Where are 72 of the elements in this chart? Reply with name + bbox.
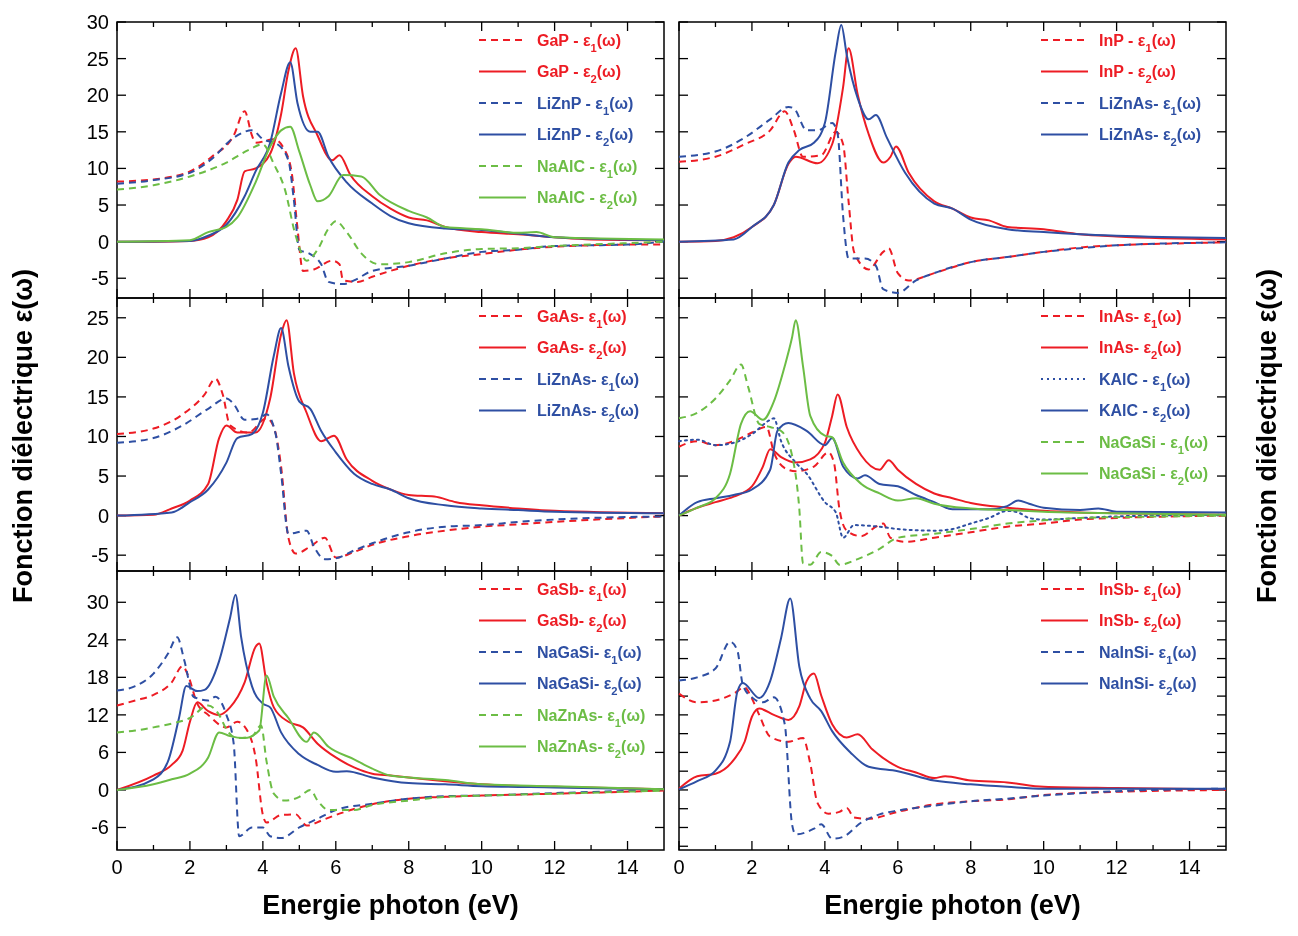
- y-tick-label: 6: [97, 741, 109, 764]
- y-tick-label: 30: [86, 11, 109, 33]
- legend-label: GaSb- ε$_{2}$(ω): [537, 612, 627, 635]
- x-tick-label: 10: [1032, 856, 1055, 878]
- x-tick-label: 12: [1105, 856, 1128, 878]
- legend-label: KAlC - ε$_{1}$(ω): [1099, 370, 1191, 393]
- x-tick-label: 2: [746, 856, 758, 878]
- legend-label: NaInSi- ε$_{1}$(ω): [1099, 643, 1197, 666]
- y-tick-label: 5: [97, 194, 109, 217]
- y-tick-label: 10: [86, 157, 109, 180]
- x-axis-title: Energie photon (eV): [262, 890, 519, 920]
- y-tick-label: -6: [91, 816, 109, 839]
- legend-label: NaAlC - ε$_{2}$(ω): [537, 189, 638, 212]
- x-axis-title: Energie photon (eV): [824, 890, 1081, 920]
- legend-label: InSb- ε$_{2}$(ω): [1099, 612, 1182, 635]
- y-tick-label: 25: [86, 47, 109, 70]
- y-tick-label: -5: [91, 267, 109, 290]
- x-tick-label: 4: [819, 856, 831, 878]
- x-tick-label: 0: [111, 856, 123, 878]
- legend-label: NaGaSi - ε$_{1}$(ω): [1099, 433, 1209, 456]
- legend-label: GaAs- ε$_{2}$(ω): [537, 339, 627, 362]
- legend-label: LiZnAs- ε$_{2}$(ω): [537, 402, 639, 425]
- x-tick-label: 14: [616, 856, 639, 878]
- x-tick-label: 4: [257, 856, 269, 878]
- legend-label: InAs- ε$_{1}$(ω): [1099, 307, 1182, 330]
- y-tick-label: 5: [97, 465, 109, 488]
- y-tick-label: 0: [97, 778, 109, 801]
- legend-label: NaZnAs- ε$_{2}$(ω): [537, 738, 646, 761]
- legend-label: InP - ε$_{1}$(ω): [1099, 31, 1176, 54]
- legend-label: GaP - ε$_{1}$(ω): [537, 31, 621, 54]
- legend-label: LiZnAs- ε$_{1}$(ω): [1099, 94, 1201, 117]
- y-tick-label: 25: [86, 306, 109, 329]
- y-tick-label: 24: [86, 628, 109, 651]
- legend-label: LiZnP - ε$_{1}$(ω): [537, 94, 634, 117]
- legend-label: NaGaSi- ε$_{2}$(ω): [537, 675, 642, 698]
- x-tick-label: 0: [673, 856, 685, 878]
- legend-label: NaGaSi - ε$_{2}$(ω): [1099, 465, 1209, 488]
- y-tick-label: 20: [86, 84, 109, 107]
- x-tick-label: 6: [330, 856, 342, 878]
- x-tick-label: 12: [543, 856, 566, 878]
- y-tick-label: 20: [86, 346, 109, 369]
- y-tick-label: 10: [86, 425, 109, 448]
- legend-label: GaSb- ε$_{1}$(ω): [537, 580, 627, 603]
- y-tick-label: 15: [86, 120, 109, 143]
- legend-label: GaAs- ε$_{1}$(ω): [537, 307, 627, 330]
- legend-label: NaInSi- ε$_{2}$(ω): [1099, 675, 1197, 698]
- legend-label: InAs- ε$_{2}$(ω): [1099, 339, 1182, 362]
- x-tick-label: 14: [1178, 856, 1201, 878]
- legend-label: LiZnAs- ε$_{2}$(ω): [1099, 126, 1201, 149]
- legend-label: GaP - ε$_{2}$(ω): [537, 63, 621, 86]
- y2-axis-title: Fonction diélectrique ε(ω): [1252, 268, 1282, 604]
- x-tick-label: 8: [965, 856, 977, 878]
- y-axis-title: Fonction diélectrique ε(ω): [8, 268, 38, 604]
- y-tick-label: 0: [97, 504, 109, 527]
- legend-label: NaAlC - ε$_{1}$(ω): [537, 157, 638, 180]
- y-tick-label: 18: [86, 666, 109, 689]
- x-tick-label: 2: [184, 856, 196, 878]
- legend-label: LiZnAs- ε$_{1}$(ω): [537, 370, 639, 393]
- x-tick-label: 6: [892, 856, 904, 878]
- legend-label: InSb- ε$_{1}$(ω): [1099, 580, 1182, 603]
- y-tick-label: 12: [86, 703, 109, 726]
- x-tick-label: 8: [403, 856, 415, 878]
- legend-label: InP - ε$_{2}$(ω): [1099, 63, 1176, 86]
- y-tick-label: 15: [86, 385, 109, 408]
- y-tick-label: 0: [97, 230, 109, 253]
- legend-label: LiZnP - ε$_{2}$(ω): [537, 126, 634, 149]
- y-tick-label: 30: [86, 591, 109, 614]
- legend-label: KAlC - ε$_{2}$(ω): [1099, 402, 1191, 425]
- y-tick-label: -5: [91, 544, 109, 567]
- legend-label: NaGaSi- ε$_{1}$(ω): [537, 643, 642, 666]
- legend-label: NaZnAs- ε$_{1}$(ω): [537, 706, 646, 729]
- x-tick-label: 10: [470, 856, 493, 878]
